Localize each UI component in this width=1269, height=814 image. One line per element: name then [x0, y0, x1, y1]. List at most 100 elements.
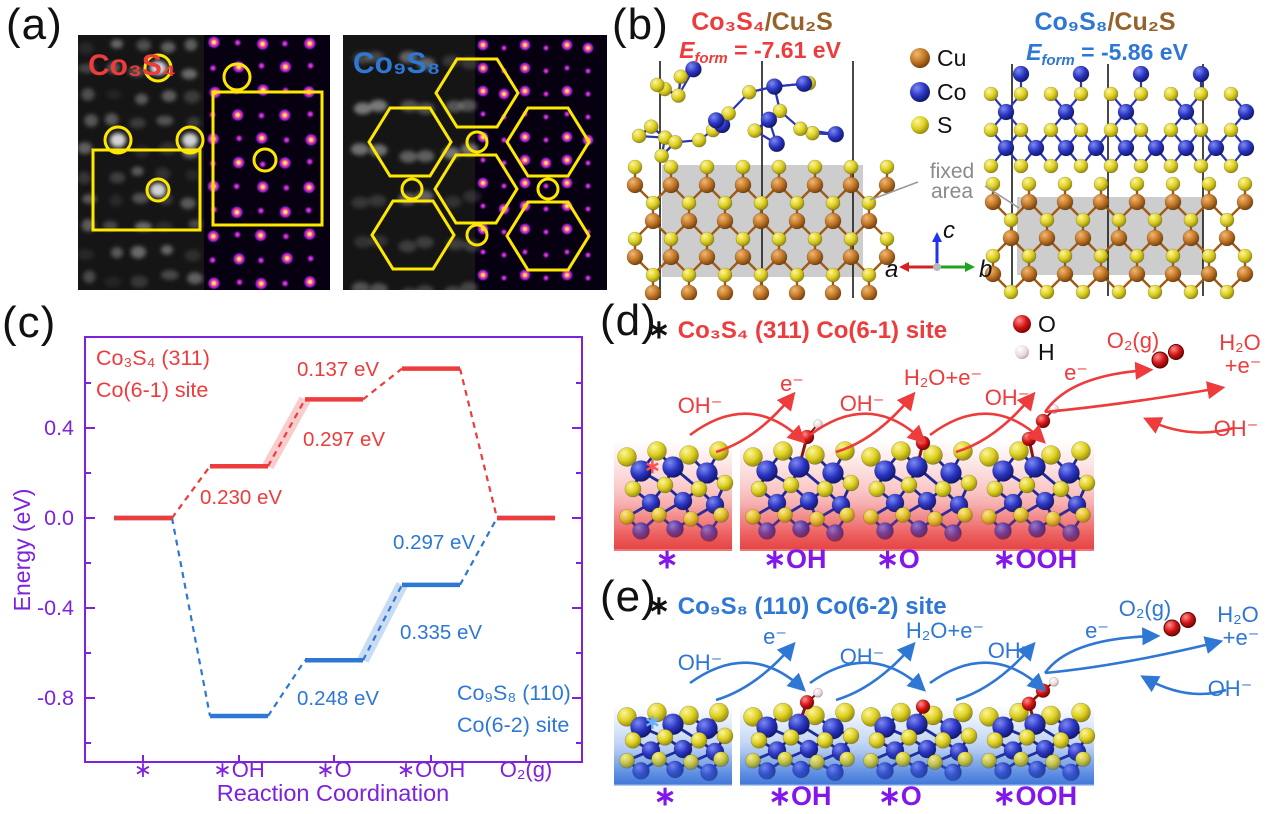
stem-blob: [442, 55, 461, 68]
s-atom: [1237, 248, 1253, 264]
s-atom: [789, 195, 805, 211]
connector-dashed: [459, 517, 498, 586]
co-atom: [760, 111, 778, 129]
co-atom: [827, 125, 845, 143]
cu-atom: [842, 248, 860, 266]
s-atom: [789, 267, 805, 283]
sim-dot: [476, 268, 490, 282]
x-tick-label: O₂(g): [500, 757, 553, 782]
reactant-in-arrow: [809, 412, 926, 444]
sim-dot: [581, 41, 595, 55]
s-atom: [1111, 212, 1127, 228]
stem-blob: [161, 90, 177, 102]
cu-atom: [734, 248, 752, 266]
step-energy-label: 0.297 eV: [393, 531, 475, 554]
co-atom: [766, 78, 783, 95]
stem-image-co3s4: Co₃S₄: [78, 35, 330, 290]
co3s4-cu2s-structure: [626, 60, 896, 300]
sim-dot: [230, 107, 245, 122]
s-atom: [1003, 212, 1019, 228]
co-atom: [1024, 456, 1046, 478]
bright-column: [150, 61, 166, 75]
s-atom: [868, 731, 886, 749]
s-atom: [717, 267, 733, 283]
cu-atom: [626, 176, 644, 194]
s-atom: [667, 135, 683, 150]
s-atom: [1075, 212, 1091, 228]
stem-annotations-co9s8: [367, 57, 591, 272]
s-atom: [631, 128, 647, 144]
sim-dot: [584, 159, 592, 167]
stem-blob: [415, 236, 434, 249]
sim-dot: [232, 251, 247, 266]
s-atom: [1093, 176, 1109, 192]
s-atom: [1021, 248, 1037, 264]
sim-dot: [256, 255, 266, 265]
stem-blob: [458, 99, 477, 112]
water-electron-out-label: H₂O+e⁻: [904, 365, 982, 390]
step-energy-label: 0.248 eV: [297, 687, 379, 710]
sim-dot: [542, 251, 550, 259]
cu-atom: [644, 212, 662, 230]
cu-atom: [1092, 193, 1110, 211]
cu-atom: [698, 176, 716, 194]
sim-dot: [232, 181, 242, 191]
o-atom: [799, 695, 815, 710]
stem-blob: [402, 287, 416, 290]
stem-blob: [369, 283, 388, 290]
x-axis-title: Reaction Coordination: [217, 780, 450, 806]
species-o: ∗O: [876, 544, 920, 574]
cu-atom: [1128, 193, 1146, 211]
sim-dot: [542, 113, 550, 121]
s-atom: [805, 705, 825, 726]
stem-blob: [444, 286, 462, 290]
co-atom: [874, 460, 896, 482]
sim-dot: [278, 155, 293, 170]
co-atom: [1024, 713, 1046, 736]
s-atom: [842, 474, 860, 492]
sim-dot: [479, 156, 487, 164]
s-atom: [1013, 122, 1029, 138]
step-energy-label: 0.335 eV: [400, 621, 482, 644]
substrate-fade-overlay: [858, 751, 976, 786]
electron-out-label: e⁻: [763, 624, 787, 649]
stem-blob: [130, 275, 149, 288]
co3s4-structures: ∗: [614, 404, 1096, 551]
s-atom: [1223, 86, 1239, 102]
s-atom: [825, 267, 841, 283]
h-atom: [813, 688, 823, 698]
stem-blob: [104, 276, 122, 288]
final-step-arrow: [1044, 381, 1226, 414]
species-oh: ∗OH: [768, 781, 831, 811]
stem-generated-co9s8: [343, 35, 607, 290]
final-step-arrow: [1043, 361, 1154, 413]
atom-circle-annotation: [536, 177, 560, 201]
co-atom: [906, 713, 928, 736]
s-atom: [1078, 727, 1096, 745]
sim-dot: [234, 277, 244, 287]
cu-atom: [1038, 229, 1056, 247]
series-name-label: Co₉S₈ (110): [457, 681, 571, 705]
active-site-star: ∗: [648, 314, 670, 344]
substrate-fade-overlay: [740, 751, 858, 786]
sim-dot: [500, 274, 508, 282]
sim-dot: [518, 130, 532, 144]
co-atom: [1057, 139, 1075, 157]
atom-circle-annotation: [145, 177, 171, 203]
cu-atom: [984, 265, 1002, 283]
bright-column: [182, 133, 198, 147]
eform-sub: form: [694, 50, 727, 67]
connector-dashed: [362, 584, 403, 661]
s-atom: [624, 480, 642, 498]
cu-atom: [1236, 193, 1254, 211]
s-atom: [816, 731, 834, 749]
sim-dot: [560, 38, 574, 52]
crystal-axes-icon: a b c: [885, 217, 992, 283]
s-atom: [627, 159, 643, 175]
sim-dot: [258, 159, 268, 169]
s-atom: [673, 69, 689, 85]
cu-atom: [662, 248, 680, 266]
sim-dot: [278, 205, 293, 220]
s-atom: [1075, 284, 1091, 300]
s-atom: [1039, 212, 1055, 228]
